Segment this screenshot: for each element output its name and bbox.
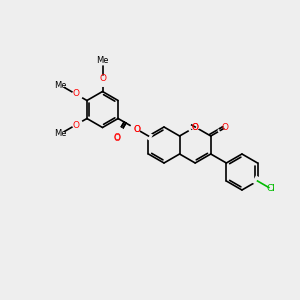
Text: O: O (134, 125, 141, 134)
Text: Me: Me (96, 56, 109, 65)
Text: O: O (113, 134, 120, 143)
Text: Me: Me (54, 130, 66, 139)
Text: O: O (99, 74, 106, 83)
Text: Me: Me (54, 80, 66, 89)
Text: O: O (114, 133, 121, 142)
Text: O: O (192, 122, 199, 131)
Text: O: O (134, 125, 141, 134)
Text: O: O (72, 121, 79, 130)
Text: Cl: Cl (266, 184, 275, 193)
Text: O: O (221, 124, 228, 133)
Text: O: O (72, 89, 79, 98)
Text: Cl: Cl (267, 184, 276, 194)
Text: O: O (192, 122, 199, 131)
